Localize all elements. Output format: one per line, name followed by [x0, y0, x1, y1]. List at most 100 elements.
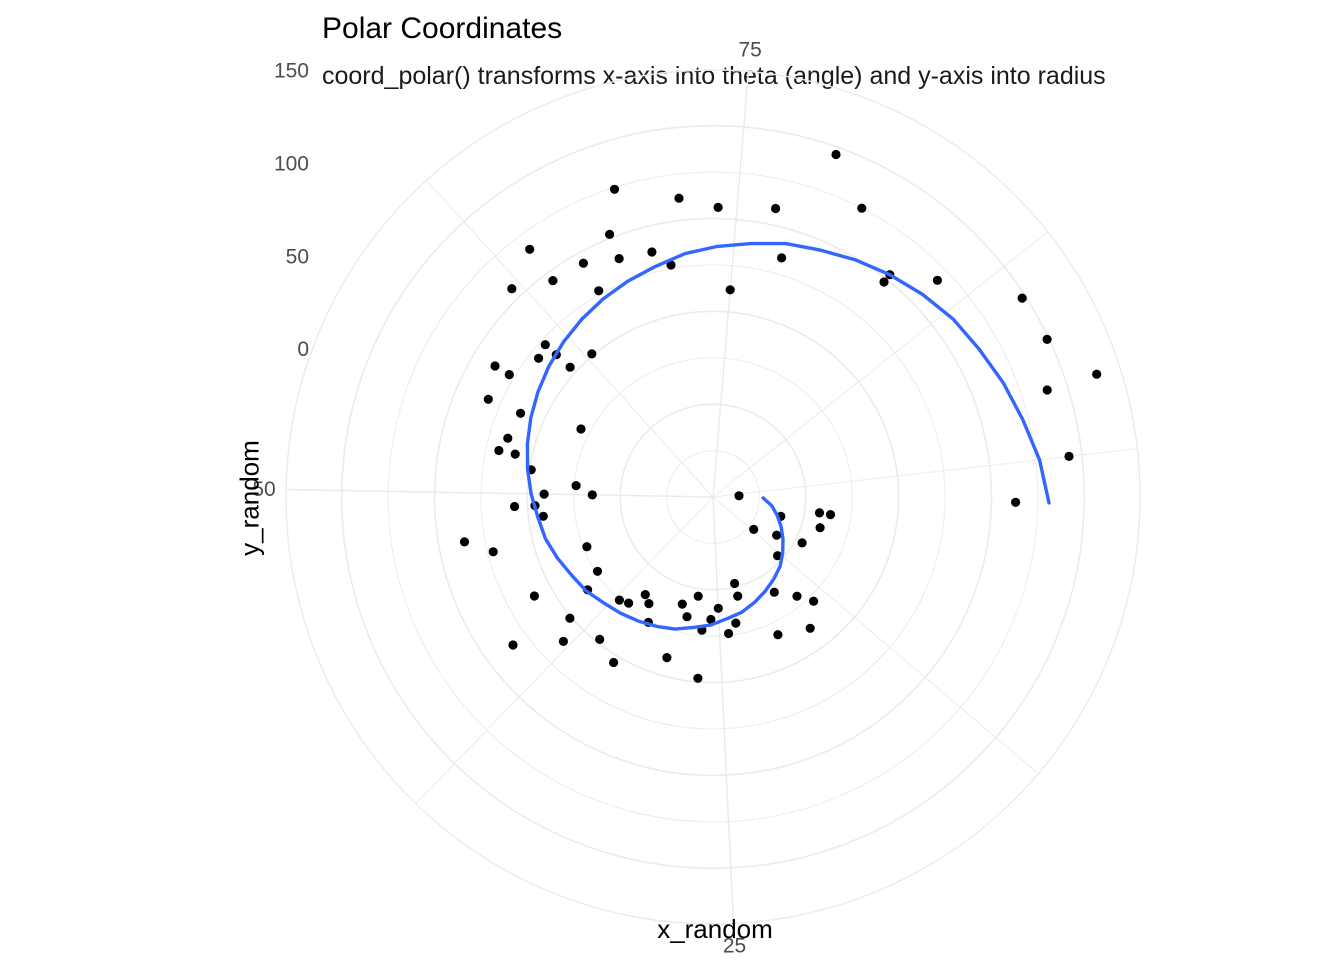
scatter-points: [459, 149, 1102, 683]
data-point: [662, 653, 672, 663]
data-point: [814, 508, 825, 518]
grid-spoke: [712, 496, 735, 924]
data-point: [674, 193, 684, 203]
grid-spoke: [426, 179, 714, 498]
data-point: [507, 284, 517, 294]
data-point: [538, 511, 548, 521]
r-tick-label: 150: [274, 60, 309, 83]
grid-spoke: [712, 71, 750, 498]
data-point: [490, 361, 500, 371]
data-point: [731, 618, 741, 628]
grid-spoke: [415, 496, 714, 804]
data-point: [624, 598, 634, 608]
r-tick-label: 0: [297, 338, 309, 361]
data-point: [503, 433, 513, 443]
grid-circle: [340, 124, 1086, 870]
grid-circle: [480, 264, 946, 730]
grid-spoke: [286, 488, 714, 498]
data-point: [734, 491, 744, 501]
theta-tick-label: 50: [252, 478, 275, 501]
data-point: [706, 614, 716, 625]
data-point: [771, 203, 781, 214]
data-point: [510, 449, 520, 459]
data-point: [713, 603, 723, 613]
data-point: [777, 253, 787, 263]
data-point: [571, 481, 581, 491]
chart-title: Polar Coordinates: [322, 12, 563, 45]
grid-circle: [387, 171, 1039, 823]
data-point: [483, 394, 493, 404]
r-tick-label: 100: [274, 153, 309, 176]
data-point: [682, 612, 692, 622]
data-point: [857, 203, 867, 213]
data-point: [815, 523, 825, 533]
grid-circle: [666, 450, 760, 544]
theta-tick-label: 25: [723, 934, 746, 957]
grid-circle: [573, 357, 853, 637]
data-point: [1017, 293, 1027, 303]
smooth-line-layer: [525, 241, 1051, 631]
data-point: [609, 184, 620, 194]
data-point: [459, 537, 470, 547]
data-point: [509, 501, 520, 512]
grid-spoke: [712, 496, 1039, 774]
data-point: [614, 595, 625, 605]
data-point: [693, 591, 703, 601]
data-point: [540, 340, 550, 350]
data-point: [1042, 334, 1052, 344]
grid-circle: [619, 403, 807, 591]
data-point: [773, 630, 783, 640]
data-point: [797, 538, 807, 548]
data-point: [809, 596, 819, 606]
data-point: [516, 408, 526, 418]
r-tick-label: 50: [286, 245, 309, 268]
data-point: [504, 370, 514, 380]
data-point: [666, 260, 676, 270]
grid-spoke: [712, 231, 1049, 498]
data-point: [733, 591, 743, 601]
data-point: [587, 349, 597, 359]
data-point: [558, 636, 569, 647]
data-point: [1092, 369, 1102, 379]
data-point: [1064, 451, 1074, 461]
data-point: [713, 202, 723, 212]
grid-lines: [285, 69, 1141, 925]
data-point: [582, 542, 592, 552]
data-point: [605, 229, 615, 239]
data-point: [932, 275, 943, 285]
data-point: [539, 489, 549, 499]
data-point: [594, 286, 604, 296]
data-point: [644, 599, 654, 609]
axis-ticks: 25 50 75 0 50 100 150: [252, 39, 761, 958]
data-point: [831, 149, 841, 160]
data-point: [677, 599, 687, 609]
x-axis-label: x_random: [657, 914, 773, 944]
data-point: [548, 276, 558, 286]
theta-tick-label: 75: [739, 39, 762, 62]
data-point: [1042, 385, 1052, 395]
data-point: [525, 244, 535, 254]
data-point: [576, 424, 586, 434]
smooth-line: [525, 241, 1051, 631]
data-point: [529, 591, 540, 601]
data-point: [725, 285, 735, 295]
data-point: [587, 490, 597, 500]
data-point: [640, 590, 650, 600]
data-point: [693, 673, 703, 683]
data-point: [534, 353, 544, 363]
data-point: [565, 613, 575, 623]
grid-circle: [526, 310, 900, 684]
grid-circle: [433, 217, 993, 777]
data-point: [488, 547, 498, 557]
data-point: [647, 247, 657, 257]
data-point: [494, 445, 504, 456]
data-point: [565, 362, 575, 372]
grid-circle-outer: [285, 69, 1141, 925]
data-point: [592, 566, 603, 576]
y-axis-label: y_random: [234, 440, 265, 556]
data-point: [792, 591, 802, 601]
data-point: [730, 578, 740, 589]
data-point: [609, 657, 619, 668]
data-point: [749, 524, 759, 535]
